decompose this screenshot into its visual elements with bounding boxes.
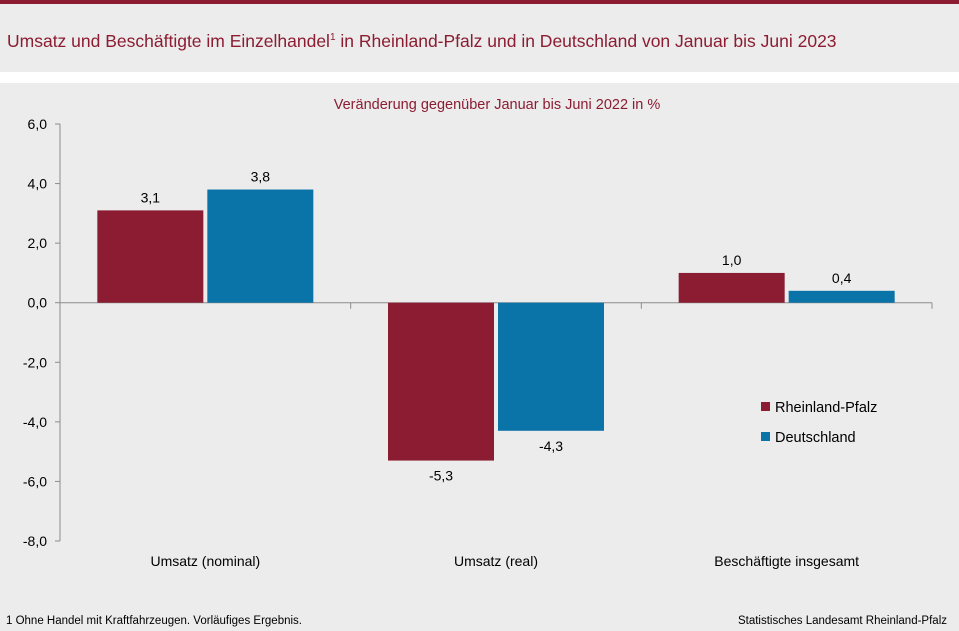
legend-swatch	[761, 402, 770, 411]
x-category-label: Umsatz (real)	[454, 553, 538, 569]
bar	[498, 302, 604, 431]
title-suffix: in Rheinland-Pfalz und in Deutschland vo…	[335, 31, 837, 51]
data-label: -5,3	[429, 468, 453, 484]
chart-title: Umsatz und Beschäftigte im Einzelhandel1…	[7, 31, 837, 52]
footnote: 1 Ohne Handel mit Kraftfahrzeugen. Vorlä…	[6, 615, 302, 627]
source-note: Statistisches Landesamt Rheinland-Pfalz	[737, 615, 947, 627]
title-footnote-mark: 1	[329, 32, 336, 43]
y-tick-label: 6,0	[28, 116, 48, 132]
header: Umsatz und Beschäftigte im Einzelhandel1…	[0, 4, 959, 72]
data-label: 1,0	[722, 252, 742, 268]
bar	[388, 302, 494, 461]
data-label: -4,3	[539, 438, 563, 454]
legend-label: Rheinland-Pfalz	[775, 400, 877, 416]
bar	[678, 272, 785, 303]
bar	[207, 189, 314, 303]
data-label: 3,8	[251, 169, 271, 185]
data-label: 0,4	[832, 270, 852, 286]
x-category-label: Beschäftigte insgesamt	[714, 553, 859, 569]
y-tick-label: -4,0	[23, 414, 47, 430]
y-tick-label: -6,0	[23, 473, 47, 489]
x-category-label: Umsatz (nominal)	[150, 553, 260, 569]
y-tick-label: -2,0	[23, 354, 47, 370]
bar	[788, 290, 895, 303]
bar	[97, 210, 204, 303]
title-main: Umsatz und Beschäftigte im Einzelhandel	[7, 31, 330, 51]
y-tick-label: 0,0	[28, 295, 48, 311]
y-tick-label: 2,0	[28, 235, 48, 251]
legend-swatch	[761, 432, 770, 441]
data-label: 3,1	[141, 189, 161, 205]
top-rule	[0, 0, 959, 4]
y-tick-label: 4,0	[28, 176, 48, 192]
legend-label: Deutschland	[775, 430, 856, 446]
chart-subtitle: Veränderung gegenüber Januar bis Juni 20…	[334, 97, 661, 113]
y-tick-label: -8,0	[23, 533, 47, 549]
